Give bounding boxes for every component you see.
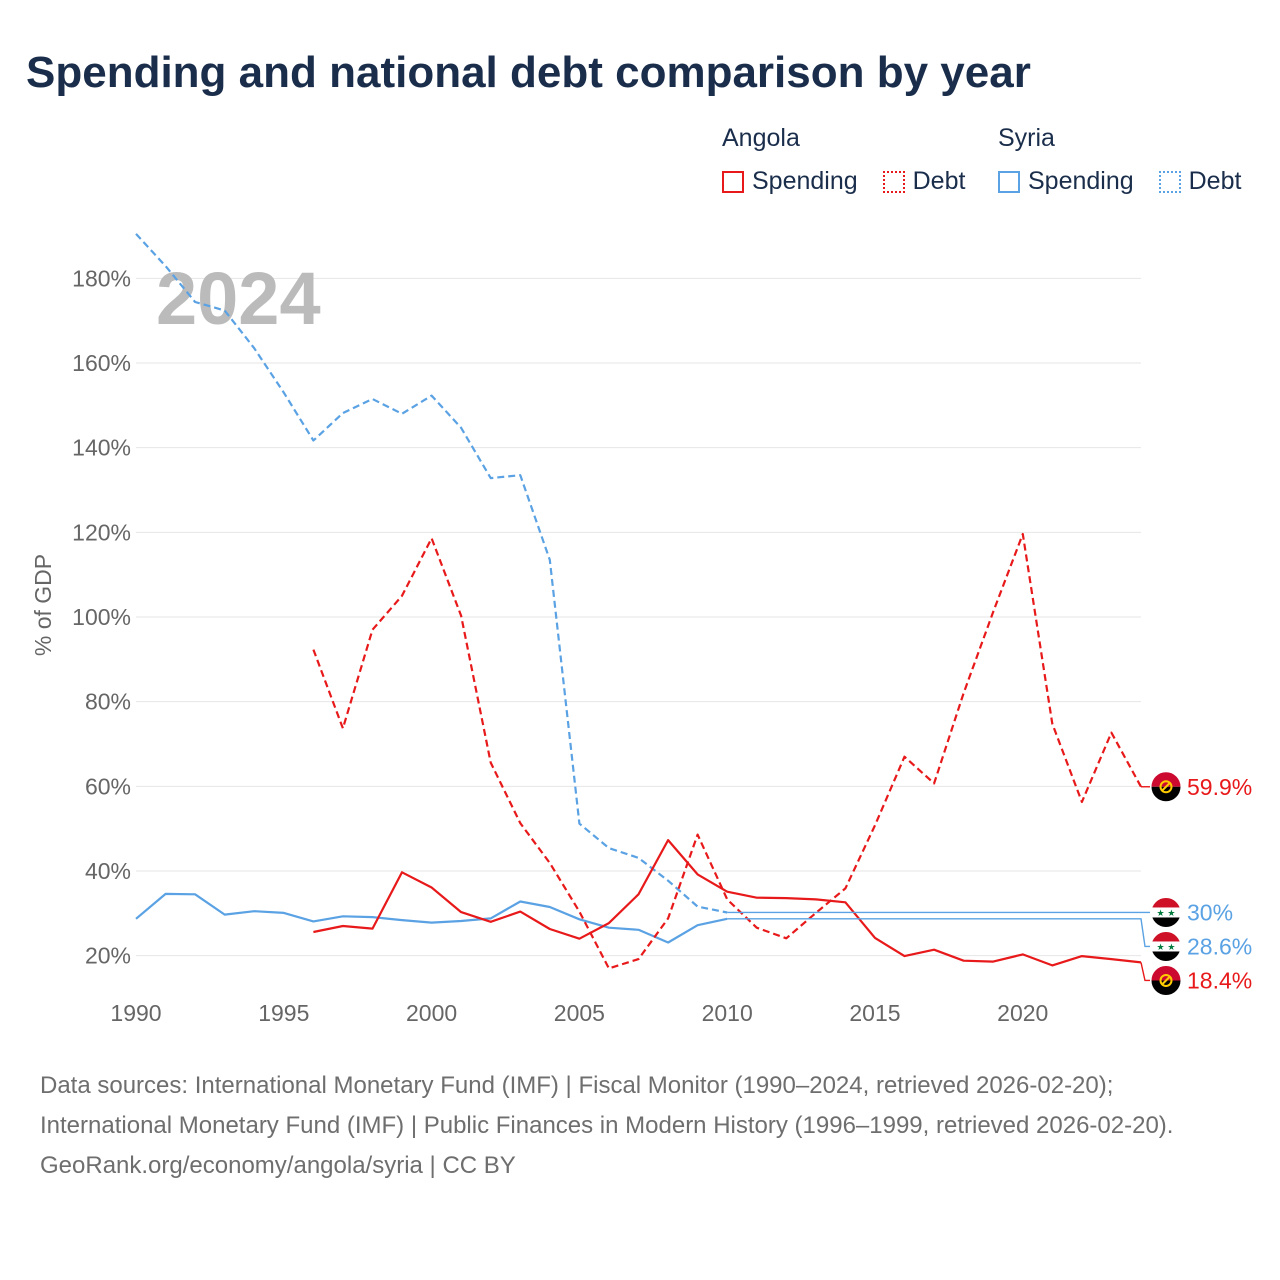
x-tick-label: 1995 xyxy=(258,1000,309,1026)
y-tick-label: 100% xyxy=(72,604,131,630)
x-tick-label: 2005 xyxy=(554,1000,605,1026)
credit-link[interactable]: GeoRank.org/economy/angola/syria | CC BY xyxy=(40,1152,516,1179)
y-tick-label: 60% xyxy=(85,773,131,799)
series-lines xyxy=(135,233,1142,970)
y-tick-label: 40% xyxy=(85,858,131,884)
legend-syria-debt[interactable]: Debt xyxy=(1158,167,1242,196)
legend-group-angola: Angola Spending Debt xyxy=(722,124,983,200)
series-line-angola-debt[interactable] xyxy=(312,532,1142,970)
angola-flag-icon xyxy=(1150,771,1182,803)
series-line-syria-debt[interactable] xyxy=(135,233,728,914)
data-sources: Data sources: International Monetary Fun… xyxy=(40,1072,1174,1139)
legend-label: Spending xyxy=(1028,167,1134,195)
x-tick-label: 1990 xyxy=(110,1000,161,1026)
y-tick-label: 80% xyxy=(85,689,131,715)
legend-group-syria: Syria Spending Debt xyxy=(998,124,1259,200)
end-value-label: 18.4% xyxy=(1187,967,1252,993)
y-tick-label: 180% xyxy=(72,265,131,291)
footer: Data sources: International Monetary Fun… xyxy=(40,1066,1240,1186)
legend-group-name: Syria xyxy=(998,124,1055,152)
legend-label: Debt xyxy=(1188,167,1242,195)
series-line-angola-spending[interactable] xyxy=(313,838,1142,967)
x-tick-label: 2015 xyxy=(849,1000,900,1026)
end-value-label: 30% xyxy=(1187,899,1233,925)
legend-swatch-solid-icon xyxy=(998,170,1020,193)
end-labels: 59.9% ★ ★ 30% ★ ★ 28.6% 18.4% xyxy=(1150,771,1252,996)
x-axis-ticks: 1990 1995 2000 2005 2010 2015 2020 xyxy=(110,1000,1048,1026)
syria-flag-icon: ★ ★ xyxy=(1150,896,1182,928)
svg-text:★ ★: ★ ★ xyxy=(1157,943,1176,953)
end-value-label: 28.6% xyxy=(1187,933,1252,959)
end-connector xyxy=(727,918,1150,948)
legend-swatch-solid-icon xyxy=(722,170,744,193)
x-tick-label: 2020 xyxy=(997,1000,1048,1026)
legend-label: Spending xyxy=(752,167,858,195)
end-value-label: 59.9% xyxy=(1187,774,1252,800)
x-tick-label: 2000 xyxy=(406,1000,457,1026)
year-watermark: 2024 xyxy=(156,257,321,340)
legend-group-name: Angola xyxy=(722,124,800,152)
angola-flag-icon xyxy=(1150,964,1182,996)
y-tick-label: 160% xyxy=(72,350,131,376)
y-tick-label: 20% xyxy=(85,943,131,969)
series-line-syria-spending[interactable] xyxy=(135,892,728,944)
legend-syria-spending[interactable]: Spending xyxy=(998,167,1134,196)
end-label-connectors xyxy=(727,786,1150,982)
y-tick-label: 140% xyxy=(72,435,131,461)
legend-swatch-dotted-icon xyxy=(882,170,905,193)
syria-flag-icon: ★ ★ xyxy=(1150,930,1182,962)
legend-angola-spending[interactable]: Spending xyxy=(722,167,858,196)
svg-text:★ ★: ★ ★ xyxy=(1157,909,1176,919)
y-axis-ticks: 20% 40% 60% 80% 100% 120% 140% 160% 180% xyxy=(72,265,131,968)
legend-angola-debt[interactable]: Debt xyxy=(882,167,966,196)
y-tick-label: 120% xyxy=(72,519,131,545)
legend-swatch-dotted-icon xyxy=(1158,170,1181,193)
y-axis-label: % of GDP xyxy=(30,554,56,656)
chart-title: Spending and national debt comparison by… xyxy=(26,48,1031,97)
legend-label: Debt xyxy=(912,167,966,195)
line-chart: 2024 20% 40% 60% 80% 100% 120% 140% 160% 180% 19… xyxy=(30,233,1252,1026)
x-tick-label: 2010 xyxy=(702,1000,753,1026)
end-connector xyxy=(1140,962,1150,982)
grid-lines xyxy=(136,277,1141,957)
